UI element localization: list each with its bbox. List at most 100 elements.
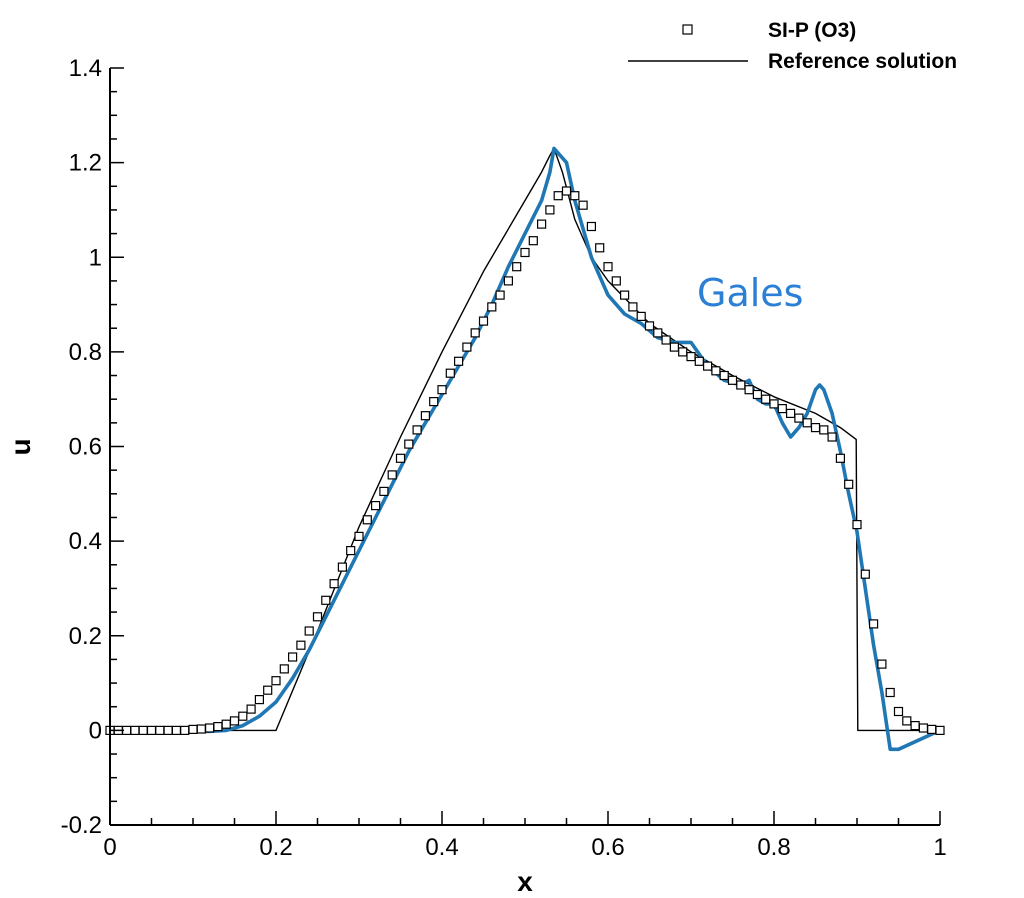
x-tick-label: 0.6 — [591, 834, 624, 861]
si-p-marker — [329, 579, 339, 589]
si-p-marker — [603, 262, 613, 272]
si-p-marker — [702, 361, 713, 371]
y-tick-label: 0.6 — [69, 434, 102, 461]
si-p-marker — [254, 694, 264, 705]
y-axis-title: u — [5, 438, 36, 455]
si-p-marker — [844, 479, 854, 489]
si-p-marker — [312, 612, 323, 622]
si-p-marker — [304, 626, 314, 636]
si-p-marker — [263, 685, 273, 695]
si-p-marker — [835, 453, 846, 463]
si-p-marker — [686, 352, 696, 362]
si-p-marker — [229, 716, 240, 726]
si-p-marker — [653, 328, 663, 338]
si-p-marker — [785, 408, 796, 418]
si-p-marker — [927, 724, 937, 735]
si-p-marker — [271, 676, 281, 686]
si-p-marker — [188, 724, 198, 735]
si-p-marker — [503, 276, 513, 286]
legend-label-reference: Reference solution — [768, 50, 957, 73]
si-p-marker — [877, 659, 887, 669]
si-p-marker — [346, 545, 356, 556]
si-p-marker — [528, 236, 538, 246]
ticks: 0 0.2 0.4 0.6 0.8 1-0.200.20.40.60.811.21.4 — [61, 55, 947, 861]
x-axis-title: x — [517, 866, 533, 897]
si-p-marker — [860, 569, 870, 579]
si-p-marker — [470, 328, 480, 338]
plot-marks — [105, 146, 945, 752]
si-p-marker — [578, 200, 588, 210]
si-p-marker — [727, 375, 738, 385]
si-p-marker — [777, 404, 787, 414]
si-p-marker — [321, 595, 331, 605]
si-p-marker — [205, 723, 215, 733]
si-p-marker — [221, 719, 231, 729]
x-tick-label: 0 — [103, 834, 116, 861]
si-p-marker — [138, 725, 148, 736]
si-p-marker — [644, 321, 655, 331]
legend-item-si-p: SI-P (O3) — [682, 19, 856, 42]
si-p-marker — [744, 385, 754, 395]
y-tick-label: 0.8 — [69, 339, 102, 366]
si-p-marker — [810, 423, 821, 433]
si-p-marker — [454, 356, 464, 366]
x-tick-label: 0.8 — [757, 834, 790, 861]
si-p-marker — [827, 432, 837, 442]
si-p-marker — [462, 342, 472, 352]
si-p-marker — [752, 389, 763, 400]
si-p-marker — [404, 439, 414, 449]
gales-annotation: Gales — [697, 271, 803, 315]
si-p-marker — [661, 335, 671, 345]
si-p-marker — [611, 276, 621, 286]
si-p-marker — [711, 366, 721, 376]
si-p-marker — [918, 723, 929, 733]
si-p-marker — [420, 411, 430, 421]
si-p-marker — [819, 425, 829, 435]
si-p-marker — [337, 562, 347, 572]
si-p-marker — [387, 470, 397, 480]
si-p-marker — [445, 368, 455, 378]
si-p-marker — [636, 311, 646, 321]
si-p-marker — [868, 619, 879, 629]
y-tick-label: -0.2 — [61, 812, 102, 839]
si-p-marker — [678, 347, 688, 357]
si-p-marker — [852, 519, 862, 530]
si-p-marker — [694, 356, 704, 366]
si-p-marker — [595, 243, 605, 253]
y-tick-label: 1 — [89, 244, 102, 271]
si-p-marker — [238, 711, 248, 721]
si-p-marker — [719, 370, 729, 381]
si-p-marker — [669, 342, 680, 352]
si-p-marker — [495, 290, 505, 300]
si-p-marker — [586, 221, 597, 232]
si-p-marker — [935, 725, 945, 736]
si-p-marker — [163, 725, 173, 736]
si-p-marker — [885, 687, 895, 698]
si-p-marker — [246, 704, 256, 714]
si-p-marker — [354, 531, 364, 542]
si-p-marker — [437, 385, 447, 395]
si-p-marker — [296, 640, 306, 650]
si-p-marker — [288, 652, 298, 662]
si-p-marker — [130, 725, 140, 736]
y-tick-label: 1.4 — [69, 55, 102, 82]
si-p-marker — [761, 394, 771, 404]
si-p-marker — [545, 205, 555, 215]
si-p-marker — [180, 725, 190, 736]
si-p-marker — [619, 290, 630, 300]
gales-line — [110, 146, 941, 752]
y-tick-label: 0 — [89, 717, 102, 744]
si-p-marker — [362, 515, 372, 525]
si-p-marker — [478, 316, 489, 326]
si-p-marker — [628, 302, 638, 312]
legend-square-icon — [682, 24, 693, 35]
si-p-marker — [561, 186, 572, 196]
si-p-marker — [769, 399, 779, 409]
si-p-marker — [802, 418, 812, 428]
y-tick-label: 0.4 — [69, 528, 102, 555]
x-tick-label: 0.2 — [259, 834, 292, 861]
si-p-marker — [429, 397, 439, 407]
si-p-marker — [155, 725, 165, 736]
x-tick-label: 1 — [933, 834, 946, 861]
